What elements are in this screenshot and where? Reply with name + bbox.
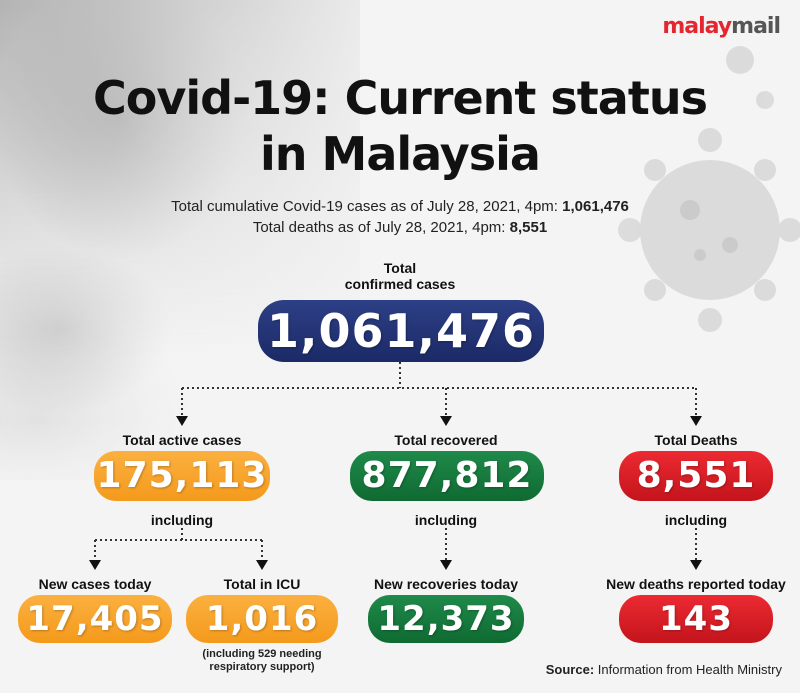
deaths-value: 8,551: [619, 451, 773, 501]
title-line1: Covid-19: Current status: [93, 71, 708, 125]
subtitle-cases-value: 1,061,476: [562, 198, 629, 215]
recovered-value: 877,812: [350, 451, 544, 501]
arrowhead-deaths: [690, 416, 702, 426]
source-label: Source:: [545, 662, 595, 677]
total-confirmed-label: Total confirmed cases: [300, 260, 500, 292]
icu-note-line2: respiratory support): [209, 661, 315, 673]
total-confirmed-label-line2: confirmed cases: [344, 276, 456, 292]
source-text: Information from Health Ministry: [594, 662, 782, 677]
arrowhead-recovered: [440, 416, 452, 426]
arrowhead-new-cases: [89, 560, 101, 570]
malaymail-logo: malaymail: [662, 14, 781, 39]
logo-part2: mail: [731, 14, 781, 39]
arrowhead-new-deaths: [690, 560, 702, 570]
active-cases-label: Total active cases: [122, 432, 242, 448]
new-recoveries-label: New recoveries today: [374, 576, 518, 592]
icu-value: 1,016: [186, 595, 338, 643]
subtitle-deaths-value: 8,551: [509, 219, 548, 236]
active-cases-value: 175,113: [94, 451, 270, 501]
new-deaths-label: New deaths reported today: [606, 576, 786, 592]
new-deaths-value: 143: [619, 595, 773, 643]
subtitle-cases: Total cumulative Covid-19 cases as of Ju…: [0, 198, 800, 215]
icu-note: (including 529 needing respiratory suppo…: [182, 648, 342, 674]
recovered-label: Total recovered: [394, 432, 498, 448]
logo-part1: malay: [662, 14, 732, 39]
page-title: Covid-19: Current status in Malaysia: [0, 70, 800, 182]
icu-label: Total in ICU: [223, 576, 301, 592]
deaths-including-label: including: [664, 512, 728, 528]
new-cases-label: New cases today: [38, 576, 152, 592]
total-confirmed-value: 1,061,476: [258, 300, 544, 362]
source-credit: Source: Information from Health Ministry: [546, 662, 782, 677]
icu-note-line1: (including 529 needing: [202, 648, 322, 660]
arrowhead-new-recoveries: [440, 560, 452, 570]
subtitle-deaths-text: Total deaths as of July 28, 2021, 4pm:: [252, 219, 510, 236]
recovered-including-label: including: [414, 512, 478, 528]
new-recoveries-value: 12,373: [368, 595, 524, 643]
arrowhead-active: [176, 416, 188, 426]
arrowhead-icu: [256, 560, 268, 570]
deaths-label: Total Deaths: [654, 432, 738, 448]
subtitle-cases-text: Total cumulative Covid-19 cases as of Ju…: [171, 198, 563, 215]
total-confirmed-label-line1: Total: [383, 260, 417, 276]
new-cases-value: 17,405: [18, 595, 172, 643]
active-including-label: including: [150, 512, 214, 528]
title-line2: in Malaysia: [260, 127, 541, 181]
subtitle-deaths: Total deaths as of July 28, 2021, 4pm: 8…: [0, 219, 800, 236]
virus-illustration: [618, 46, 800, 332]
